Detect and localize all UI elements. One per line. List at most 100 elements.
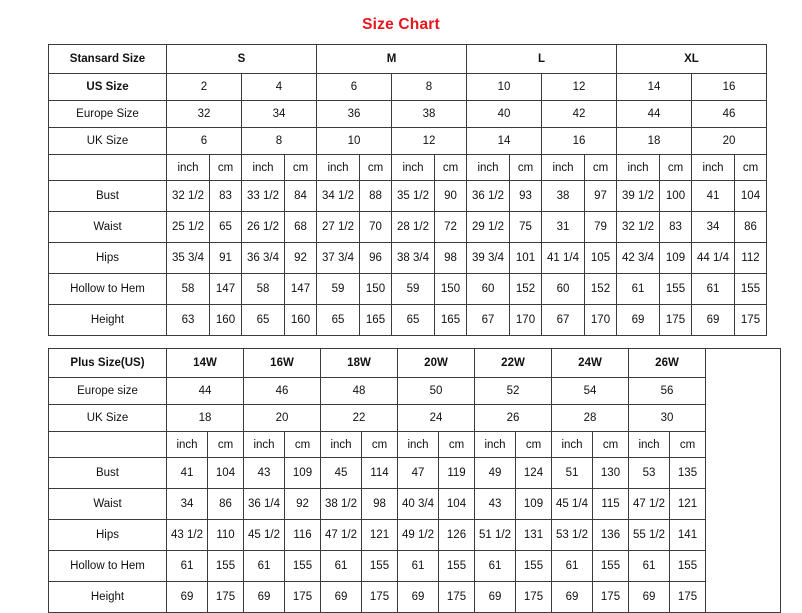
measure-value: 155 — [669, 550, 706, 582]
unit-inch: inch — [316, 154, 360, 181]
size-value: 52 — [474, 377, 552, 405]
measure-value: 155 — [284, 550, 321, 582]
measure-value: 97 — [584, 180, 617, 212]
measure-value: 155 — [592, 550, 629, 582]
measure-value: 31 — [541, 211, 585, 243]
size-group-L: L — [466, 44, 617, 74]
standard-header-label: Stansard Size — [48, 44, 167, 74]
measure-value: 96 — [359, 242, 392, 274]
unit-cm: cm — [359, 154, 392, 181]
measure-value: 27 1/2 — [316, 211, 360, 243]
measure-value: 83 — [659, 211, 692, 243]
unit-row-label — [48, 154, 167, 181]
measure-value: 147 — [284, 273, 317, 305]
plus-header-row: Plus Size(US) 14W 16W 18W 20W 22W 24W 26W — [48, 348, 781, 613]
unit-cm: cm — [209, 154, 242, 181]
size-value: 32 — [166, 100, 242, 128]
unit-cm: cm — [509, 154, 542, 181]
measure-value: 45 1/4 — [551, 488, 593, 520]
measure-value: 42 3/4 — [616, 242, 660, 274]
plus-size-22W: 22W — [474, 348, 552, 378]
measure-value: 40 3/4 — [397, 488, 439, 520]
size-group-S: S — [166, 44, 317, 74]
size-value: 12 — [391, 127, 467, 155]
measure-value: 36 3/4 — [241, 242, 285, 274]
measure-value: 58 — [166, 273, 210, 305]
measure-value: 69 — [320, 581, 362, 613]
plus-size-18W: 18W — [320, 348, 398, 378]
unit-inch: inch — [166, 431, 208, 458]
row-label: Hollow to Hem — [48, 273, 167, 305]
size-value: 44 — [616, 100, 692, 128]
unit-inch: inch — [541, 154, 585, 181]
row-label: Hips — [48, 519, 167, 551]
measure-value: 41 1/4 — [541, 242, 585, 274]
measure-value: 152 — [509, 273, 542, 305]
row-label: Hips — [48, 242, 167, 274]
unit-inch: inch — [616, 154, 660, 181]
size-value: 2 — [166, 73, 242, 101]
size-value: 46 — [691, 100, 767, 128]
measure-value: 160 — [284, 304, 317, 336]
unit-cm: cm — [669, 431, 706, 458]
size-value: 18 — [616, 127, 692, 155]
measure-value: 49 1/2 — [397, 519, 439, 551]
measure-value: 165 — [359, 304, 392, 336]
measure-value: 92 — [284, 488, 321, 520]
measure-value: 36 1/4 — [243, 488, 285, 520]
standard-measure-height: Height 63 160 65 160 65 165 65 165 67 170 67 170 69 17… — [48, 304, 767, 336]
measure-value: 75 — [509, 211, 542, 243]
measure-value: 59 — [316, 273, 360, 305]
measure-value: 121 — [669, 488, 706, 520]
unit-inch: inch — [391, 154, 435, 181]
unit-cm: cm — [284, 154, 317, 181]
measure-value: 61 — [551, 550, 593, 582]
measure-value: 39 3/4 — [466, 242, 510, 274]
row-label: Height — [48, 581, 167, 613]
measure-value: 155 — [515, 550, 552, 582]
measure-value: 150 — [434, 273, 467, 305]
measure-value: 69 — [474, 581, 516, 613]
size-value: 20 — [691, 127, 767, 155]
measure-value: 58 — [241, 273, 285, 305]
plus-row-uk-size: UK Size 18 20 22 24 26 28 30 — [48, 404, 781, 432]
measure-value: 175 — [515, 581, 552, 613]
measure-value: 32 1/2 — [166, 180, 210, 212]
size-value: 14 — [466, 127, 542, 155]
size-value: 48 — [320, 377, 398, 405]
measure-value: 88 — [359, 180, 392, 212]
size-value: 10 — [466, 73, 542, 101]
measure-value: 114 — [361, 457, 398, 489]
unit-inch: inch — [474, 431, 516, 458]
size-group-XL: XL — [616, 44, 767, 74]
measure-value: 83 — [209, 180, 242, 212]
unit-row-label — [48, 431, 167, 458]
standard-unit-row: inch cm inch cm inch cm inch cm inch cm inch cm inch… — [48, 154, 767, 181]
unit-inch: inch — [166, 154, 210, 181]
plus-measure-bust: Bust 41 104 43 109 45 114 47 119 49 124 51 130 53 135 — [48, 457, 781, 489]
unit-cm: cm — [361, 431, 398, 458]
size-value: 40 — [466, 100, 542, 128]
measure-value: 70 — [359, 211, 392, 243]
measure-value: 38 1/2 — [320, 488, 362, 520]
measure-value: 175 — [438, 581, 475, 613]
size-value: 6 — [166, 127, 242, 155]
unit-cm: cm — [515, 431, 552, 458]
measure-value: 65 — [209, 211, 242, 243]
plus-measure-hips: Hips 43 1/2 110 45 1/2 116 47 1/2 121 49 1/2 126… — [48, 519, 781, 551]
row-label: Europe Size — [48, 100, 167, 128]
standard-row-europe-size: Europe Size 32 34 36 38 40 42 44 46 — [48, 100, 767, 128]
measure-value: 34 — [166, 488, 208, 520]
unit-cm: cm — [434, 154, 467, 181]
measure-value: 131 — [515, 519, 552, 551]
size-value: 42 — [541, 100, 617, 128]
row-label: Height — [48, 304, 167, 336]
size-value: 6 — [316, 73, 392, 101]
unit-cm: cm — [284, 431, 321, 458]
plus-size-table: Plus Size(US) 14W 16W 18W 20W 22W 24W 26W Europe… — [48, 348, 781, 613]
measure-value: 47 — [397, 457, 439, 489]
size-value: 54 — [551, 377, 629, 405]
unit-inch: inch — [397, 431, 439, 458]
size-value: 38 — [391, 100, 467, 128]
unit-cm: cm — [207, 431, 244, 458]
